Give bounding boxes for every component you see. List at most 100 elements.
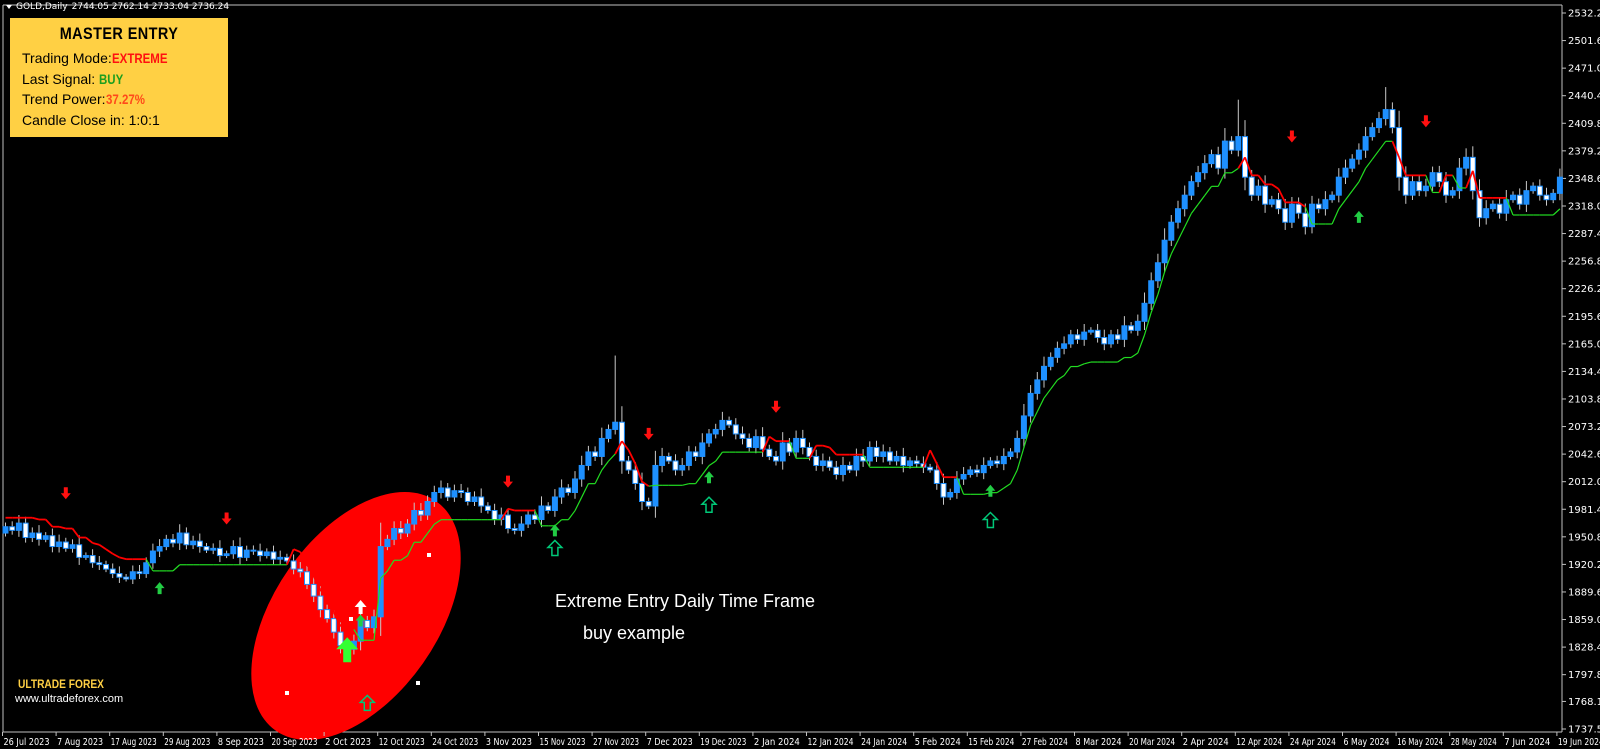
- candle: [907, 457, 913, 469]
- candle: [230, 540, 237, 559]
- bearish-candle-body: [237, 546, 243, 558]
- bullish-candle-body: [149, 550, 156, 564]
- bullish-candle-body: [1154, 262, 1161, 282]
- candle: [270, 545, 277, 565]
- bearish-candle-body: [766, 448, 773, 457]
- trend-line-down-segment: [85, 536, 94, 544]
- bearish-candle-body: [1282, 208, 1289, 223]
- bullish-candle-body: [1054, 347, 1061, 358]
- selection-handle[interactable]: [427, 553, 431, 557]
- candle: [438, 480, 444, 499]
- bullish-candle-body: [1309, 203, 1315, 228]
- selection-handle[interactable]: [349, 617, 353, 621]
- bearish-candle-body: [1302, 212, 1309, 228]
- candle: [1007, 448, 1014, 460]
- trend-line-up-segment: [353, 629, 362, 641]
- bullish-candle-body: [518, 523, 525, 531]
- bullish-candle-body: [1449, 190, 1456, 196]
- bearish-candle-body: [297, 568, 304, 573]
- trend-line-up-segment: [1143, 312, 1152, 336]
- bullish-candle-body: [69, 544, 76, 549]
- trend-line-up-segment: [1452, 175, 1460, 189]
- candle: [116, 566, 123, 583]
- trend-line-up-segment: [172, 564, 181, 572]
- price-tick-label: 2318.00: [1568, 201, 1600, 212]
- candle: [170, 533, 176, 548]
- trend-line-down-segment: [935, 463, 945, 478]
- trend-line-up-segment: [1331, 208, 1340, 225]
- candle: [927, 463, 934, 473]
- candle: [391, 521, 398, 546]
- symbol-label: GOLD,Daily: [16, 2, 68, 12]
- last-signal-row: Last Signal: BUY: [22, 69, 216, 90]
- trend-line-down-segment: [71, 527, 80, 539]
- candle: [886, 446, 893, 465]
- chart-header[interactable]: GOLD,Daily 2744.05 2762.14 2733.04 2736.…: [6, 2, 229, 12]
- bullish-candle-body: [1362, 136, 1369, 151]
- trend-line-down-segment: [761, 436, 771, 453]
- bullish-candle-body: [1463, 156, 1470, 169]
- candle: [974, 464, 980, 477]
- sell-arrow-icon: [1420, 115, 1431, 128]
- candle: [1510, 191, 1516, 203]
- bearish-candle-body: [732, 424, 739, 435]
- buy-arrow-icon: [355, 614, 366, 627]
- selection-handle[interactable]: [416, 681, 420, 685]
- bullish-candle-body: [263, 551, 270, 557]
- candle: [478, 488, 485, 513]
- bullish-candle-body: [1342, 167, 1349, 178]
- candle: [223, 550, 230, 559]
- bearish-candle-body: [1416, 181, 1423, 192]
- bullish-candle-body: [15, 522, 22, 531]
- date-tick-label: 20 Sep 2023: [272, 737, 318, 748]
- candle: [1027, 385, 1034, 423]
- trend-line-up-segment: [996, 487, 1005, 494]
- bearish-candle-body: [625, 460, 632, 471]
- sell-arrow-icon: [1286, 130, 1297, 143]
- bullish-candle-body: [1376, 118, 1382, 129]
- candle: [933, 462, 940, 490]
- trend-line-down-segment: [634, 463, 643, 482]
- bearish-candle-body: [933, 469, 940, 484]
- candle: [947, 488, 954, 501]
- bullish-candle-body: [190, 540, 197, 546]
- candle: [793, 430, 800, 459]
- trend-line-up-segment: [1137, 334, 1146, 354]
- candle: [203, 542, 210, 554]
- selection-handle[interactable]: [285, 691, 289, 695]
- candle: [1188, 175, 1195, 201]
- bearish-candle-body: [994, 460, 1001, 465]
- bullish-candle-body: [1161, 239, 1168, 264]
- trend-line-up-segment: [1425, 175, 1434, 193]
- trend-line-up-segment: [1117, 357, 1125, 363]
- trend-line-up-segment: [1157, 271, 1166, 295]
- price-tick-label: 1737.50: [1568, 725, 1600, 736]
- trend-line-down-segment: [808, 445, 817, 459]
- dropdown-triangle-icon[interactable]: [6, 5, 12, 9]
- bearish-candle-body: [739, 433, 746, 439]
- trend-line-up-segment: [1378, 140, 1387, 151]
- candle: [89, 549, 96, 568]
- buy-arrow-icon: [549, 524, 560, 537]
- trend-line-up-segment: [1351, 181, 1360, 192]
- bullish-candle-body: [1422, 185, 1429, 192]
- bearish-candle-body: [464, 491, 471, 503]
- candle: [900, 447, 907, 473]
- brand-url[interactable]: www.ultradeforex.com: [15, 693, 124, 705]
- date-tick-label: 3 Nov 2023: [486, 737, 532, 748]
- highlight-ellipse[interactable]: [209, 454, 504, 749]
- bearish-candle-body: [645, 501, 652, 507]
- candle: [1255, 179, 1262, 201]
- bearish-candle-body: [1436, 172, 1443, 183]
- candle: [56, 534, 63, 553]
- trend-line-up-segment: [715, 451, 723, 462]
- candle: [880, 444, 887, 463]
- trend-line-up-segment: [420, 532, 429, 543]
- candle: [1074, 329, 1081, 344]
- candle: [1168, 214, 1175, 246]
- date-tick-label: 2 Jan 2024: [754, 737, 800, 748]
- candle: [592, 446, 599, 461]
- trend-line-down-segment: [340, 625, 348, 631]
- candle: [1034, 371, 1041, 400]
